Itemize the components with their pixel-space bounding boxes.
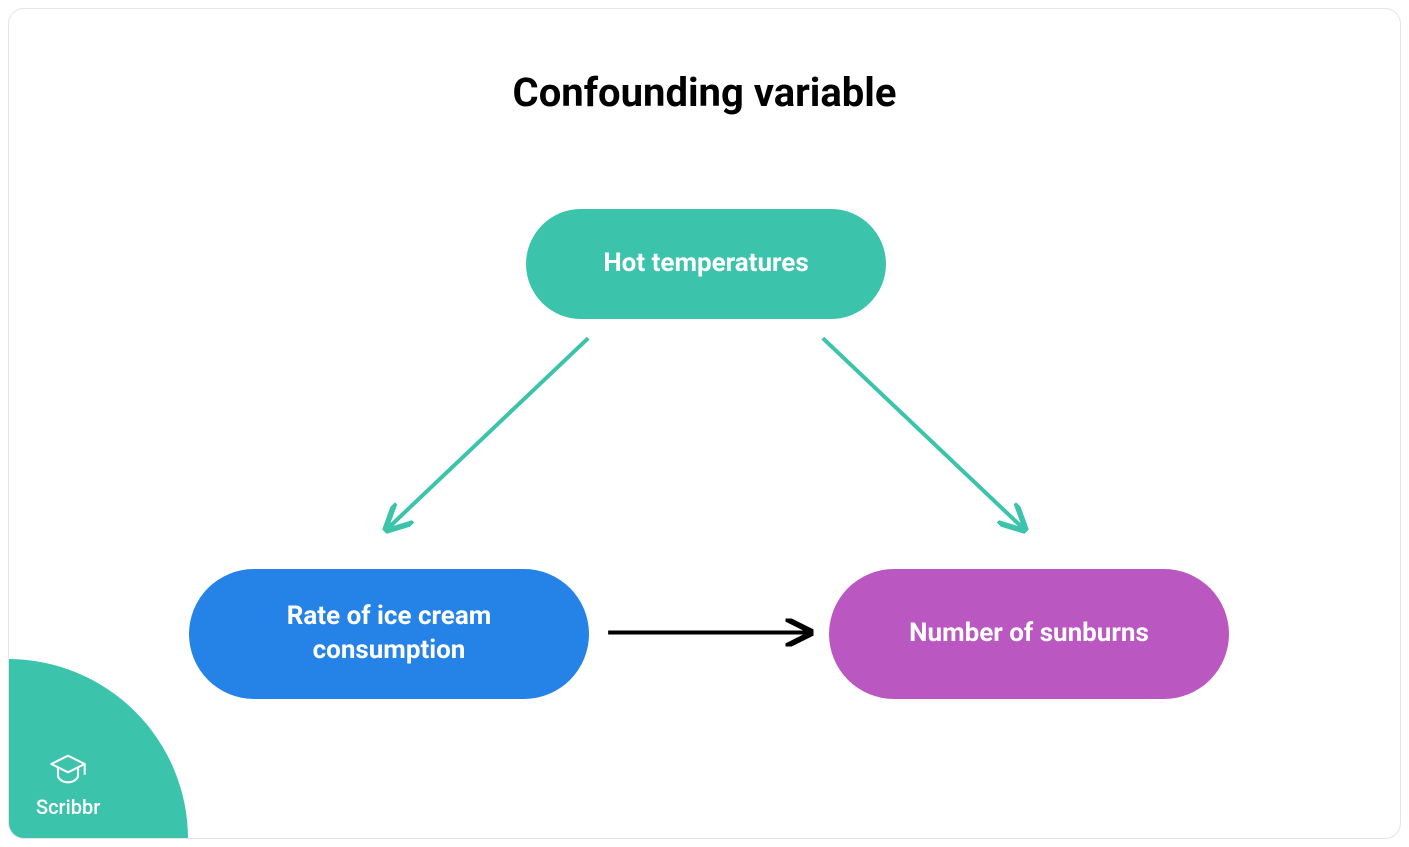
diagram-frame: Confounding variable Hot temperatures Ra… [8, 8, 1401, 839]
diagram-title: Confounding variable [9, 69, 1400, 116]
node-dependent-label: Number of sunburns [909, 617, 1149, 651]
edge-top-to-right [823, 338, 1023, 528]
node-confounder-label: Hot temperatures [603, 247, 808, 281]
node-confounder: Hot temperatures [526, 209, 886, 319]
node-independent-label: Rate of ice cream consumption [219, 600, 559, 668]
node-dependent: Number of sunburns [829, 569, 1229, 699]
arrows-layer [9, 9, 1400, 838]
brand-corner: Scribbr [8, 659, 188, 839]
node-independent: Rate of ice cream consumption [189, 569, 589, 699]
brand-name: Scribbr [36, 795, 100, 819]
edge-top-to-left [388, 338, 588, 528]
graduation-cap-icon [48, 749, 88, 789]
brand-logo: Scribbr [36, 749, 100, 819]
